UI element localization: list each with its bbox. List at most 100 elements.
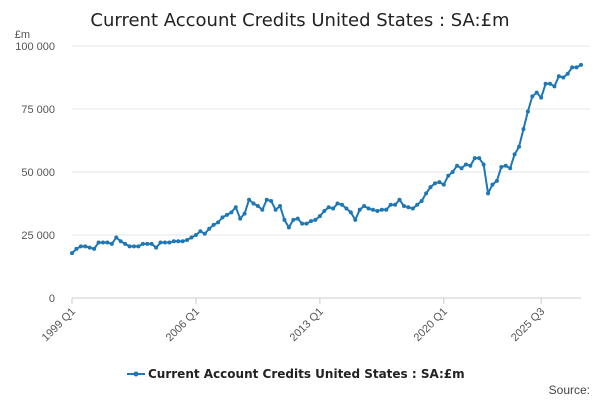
data-point[interactable] — [74, 246, 79, 251]
data-point[interactable] — [264, 197, 269, 202]
data-point[interactable] — [446, 173, 451, 178]
data-point[interactable] — [490, 182, 495, 187]
data-point[interactable] — [556, 74, 561, 79]
data-point[interactable] — [189, 235, 194, 240]
data-point[interactable] — [78, 244, 83, 249]
data-point[interactable] — [353, 217, 358, 222]
data-point[interactable] — [565, 71, 570, 76]
data-point[interactable] — [397, 197, 402, 202]
data-point[interactable] — [331, 206, 336, 211]
data-point[interactable] — [579, 62, 583, 67]
data-point[interactable] — [344, 206, 349, 211]
data-point[interactable] — [450, 170, 455, 174]
data-point[interactable] — [167, 240, 172, 245]
data-point[interactable] — [322, 209, 327, 214]
data-point[interactable] — [512, 152, 517, 157]
data-point[interactable] — [543, 81, 548, 86]
data-point[interactable] — [548, 81, 553, 86]
data-point[interactable] — [109, 241, 114, 246]
data-point[interactable] — [87, 245, 92, 250]
data-point[interactable] — [521, 127, 526, 132]
data-point[interactable] — [339, 202, 344, 207]
data-point[interactable] — [570, 65, 575, 70]
data-point[interactable] — [105, 240, 110, 245]
data-point[interactable] — [455, 163, 460, 168]
data-point[interactable] — [114, 235, 119, 240]
data-point[interactable] — [216, 220, 221, 225]
data-point[interactable] — [348, 210, 353, 215]
data-point[interactable] — [525, 109, 530, 114]
data-point[interactable] — [441, 182, 446, 187]
data-point[interactable] — [251, 201, 256, 206]
data-point[interactable] — [477, 156, 482, 161]
data-point[interactable] — [127, 244, 132, 249]
data-point[interactable] — [432, 181, 437, 186]
data-point[interactable] — [459, 166, 464, 171]
data-point[interactable] — [233, 205, 238, 210]
data-point[interactable] — [437, 180, 442, 185]
data-point[interactable] — [530, 94, 535, 99]
data-point[interactable] — [158, 240, 163, 245]
data-point[interactable] — [136, 244, 141, 249]
data-point[interactable] — [393, 202, 398, 207]
data-point[interactable] — [224, 212, 229, 217]
data-point[interactable] — [162, 240, 167, 245]
data-point[interactable] — [207, 226, 212, 231]
data-point[interactable] — [508, 166, 513, 171]
data-point[interactable] — [472, 156, 477, 161]
data-point[interactable] — [379, 207, 384, 212]
data-point[interactable] — [335, 201, 340, 206]
data-point[interactable] — [131, 244, 136, 249]
data-point[interactable] — [273, 207, 278, 212]
data-point[interactable] — [140, 241, 145, 246]
data-point[interactable] — [123, 241, 128, 246]
data-point[interactable] — [375, 209, 380, 214]
data-point[interactable] — [185, 238, 190, 243]
data-point[interactable] — [481, 162, 486, 167]
data-point[interactable] — [463, 162, 468, 167]
data-point[interactable] — [180, 239, 185, 244]
data-point[interactable] — [286, 225, 291, 230]
data-point[interactable] — [366, 206, 371, 211]
data-point[interactable] — [357, 207, 362, 212]
data-point[interactable] — [419, 198, 424, 203]
data-point[interactable] — [96, 240, 101, 245]
data-point[interactable] — [300, 221, 305, 226]
data-point[interactable] — [326, 205, 331, 210]
data-point[interactable] — [304, 221, 309, 226]
data-point[interactable] — [401, 204, 406, 209]
data-point[interactable] — [92, 246, 97, 251]
data-point[interactable] — [255, 204, 260, 209]
data-point[interactable] — [406, 205, 411, 210]
data-point[interactable] — [561, 75, 566, 80]
data-point[interactable] — [291, 217, 296, 222]
data-point[interactable] — [83, 244, 88, 249]
data-point[interactable] — [242, 211, 247, 216]
data-point[interactable] — [278, 204, 283, 209]
data-point[interactable] — [149, 241, 154, 246]
data-point[interactable] — [309, 219, 314, 224]
data-point[interactable] — [534, 90, 539, 95]
data-point[interactable] — [171, 239, 176, 244]
data-point[interactable] — [410, 206, 415, 211]
data-point[interactable] — [295, 216, 300, 221]
data-point[interactable] — [539, 95, 544, 100]
data-point[interactable] — [370, 207, 375, 212]
data-point[interactable] — [486, 191, 491, 196]
data-point[interactable] — [154, 245, 159, 250]
data-point[interactable] — [499, 164, 504, 169]
data-point[interactable] — [428, 185, 433, 190]
data-point[interactable] — [362, 204, 367, 209]
data-point[interactable] — [229, 210, 234, 215]
data-point[interactable] — [282, 217, 287, 222]
data-point[interactable] — [100, 240, 105, 245]
data-point[interactable] — [415, 202, 420, 207]
data-point[interactable] — [176, 239, 181, 244]
legend[interactable]: Current Account Credits United States : … — [127, 367, 465, 381]
data-point[interactable] — [503, 163, 508, 168]
data-point[interactable] — [313, 217, 318, 222]
data-point[interactable] — [145, 241, 150, 246]
data-point[interactable] — [494, 178, 499, 183]
data-point[interactable] — [574, 65, 579, 70]
data-point[interactable] — [198, 229, 203, 234]
